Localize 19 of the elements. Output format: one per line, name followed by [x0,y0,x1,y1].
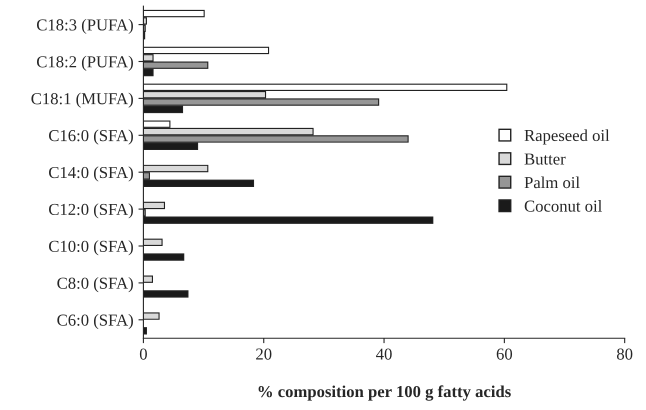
y-tick-label: C6:0 (SFA) [57,314,133,330]
legend-label: Rapeseed oil [524,129,610,144]
y-tick-label: C18:3 (PUFA) [36,18,133,34]
y-tick-label: C10:0 (SFA) [49,240,133,256]
legend-label: Butter [524,154,566,165]
y-tick-label: C16:0 (SFA) [49,130,133,145]
y-tick-label: C12:0 (SFA) [49,203,133,218]
x-tick-label: 20 [256,348,272,360]
x-tick-label: 40 [376,348,392,360]
x-tick-label: 0 [140,348,147,360]
y-tick-label: C18:2 (PUFA) [36,56,133,71]
y-tick-label: C14:0 (SFA) [49,166,133,182]
legend-label: Coconut oil [524,200,602,212]
y-tick-label: C18:1 (MUFA) [31,92,133,108]
x-tick-label: 60 [496,348,512,360]
y-tick-label: C8:0 (SFA) [57,277,133,292]
x-tick-label: 80 [616,348,632,360]
legend-label: Palm oil [524,176,580,188]
x-axis-title: % composition per 100 g fatty acids [258,385,511,401]
